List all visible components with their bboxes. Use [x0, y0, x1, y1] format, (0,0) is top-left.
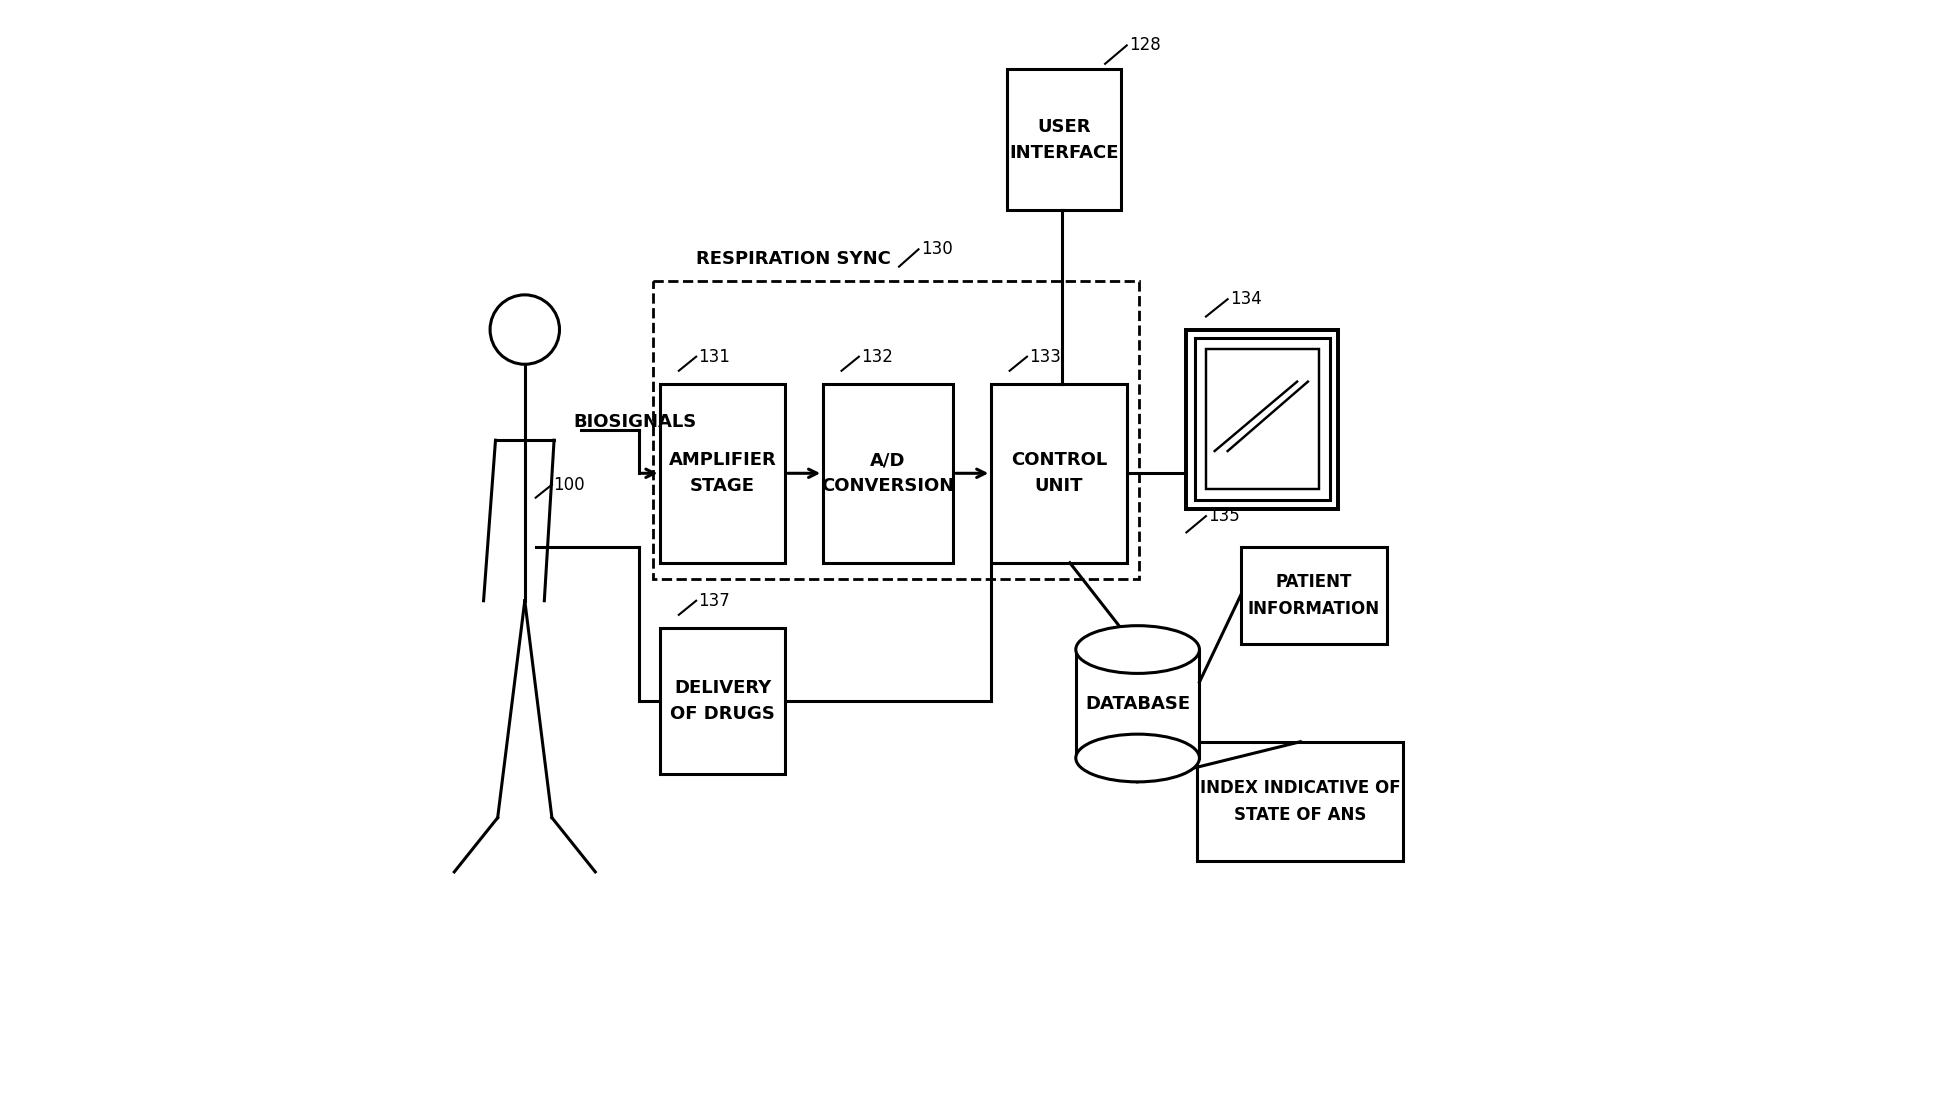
Circle shape	[491, 295, 560, 364]
Text: DELIVERY
OF DRUGS: DELIVERY OF DRUGS	[671, 679, 776, 724]
Text: 131: 131	[698, 348, 731, 366]
Bar	[1206, 349, 1319, 489]
Text: 130: 130	[921, 240, 952, 258]
Text: 135: 135	[1208, 507, 1239, 525]
Text: 132: 132	[861, 348, 892, 366]
Bar	[653, 281, 1138, 579]
Text: AMPLIFIER
STAGE: AMPLIFIER STAGE	[669, 451, 778, 495]
Text: RESPIRATION SYNC: RESPIRATION SYNC	[696, 250, 892, 269]
Text: 100: 100	[553, 475, 586, 494]
Bar	[991, 384, 1127, 563]
Text: BIOSIGNALS: BIOSIGNALS	[574, 413, 696, 431]
Bar	[822, 384, 954, 563]
Text: A/D
CONVERSION: A/D CONVERSION	[822, 451, 954, 495]
Bar	[1187, 330, 1338, 508]
Bar	[1008, 69, 1121, 210]
Text: 134: 134	[1229, 291, 1262, 308]
Text: 133: 133	[1030, 348, 1061, 366]
Bar	[1076, 649, 1200, 759]
Ellipse shape	[1076, 734, 1200, 781]
Bar	[1194, 338, 1330, 500]
Text: PATIENT
INFORMATION: PATIENT INFORMATION	[1249, 573, 1381, 618]
Text: 128: 128	[1128, 36, 1161, 55]
Bar	[1241, 546, 1386, 644]
Text: INDEX INDICATIVE OF
STATE OF ANS: INDEX INDICATIVE OF STATE OF ANS	[1200, 779, 1400, 824]
Text: 137: 137	[698, 591, 731, 610]
Bar	[1196, 742, 1404, 861]
Text: DATABASE: DATABASE	[1086, 695, 1191, 713]
Bar	[661, 384, 785, 563]
Text: USER
INTERFACE: USER INTERFACE	[1010, 118, 1119, 162]
Ellipse shape	[1076, 625, 1200, 673]
Text: CONTROL
UNIT: CONTROL UNIT	[1010, 451, 1107, 495]
Bar	[661, 627, 785, 774]
